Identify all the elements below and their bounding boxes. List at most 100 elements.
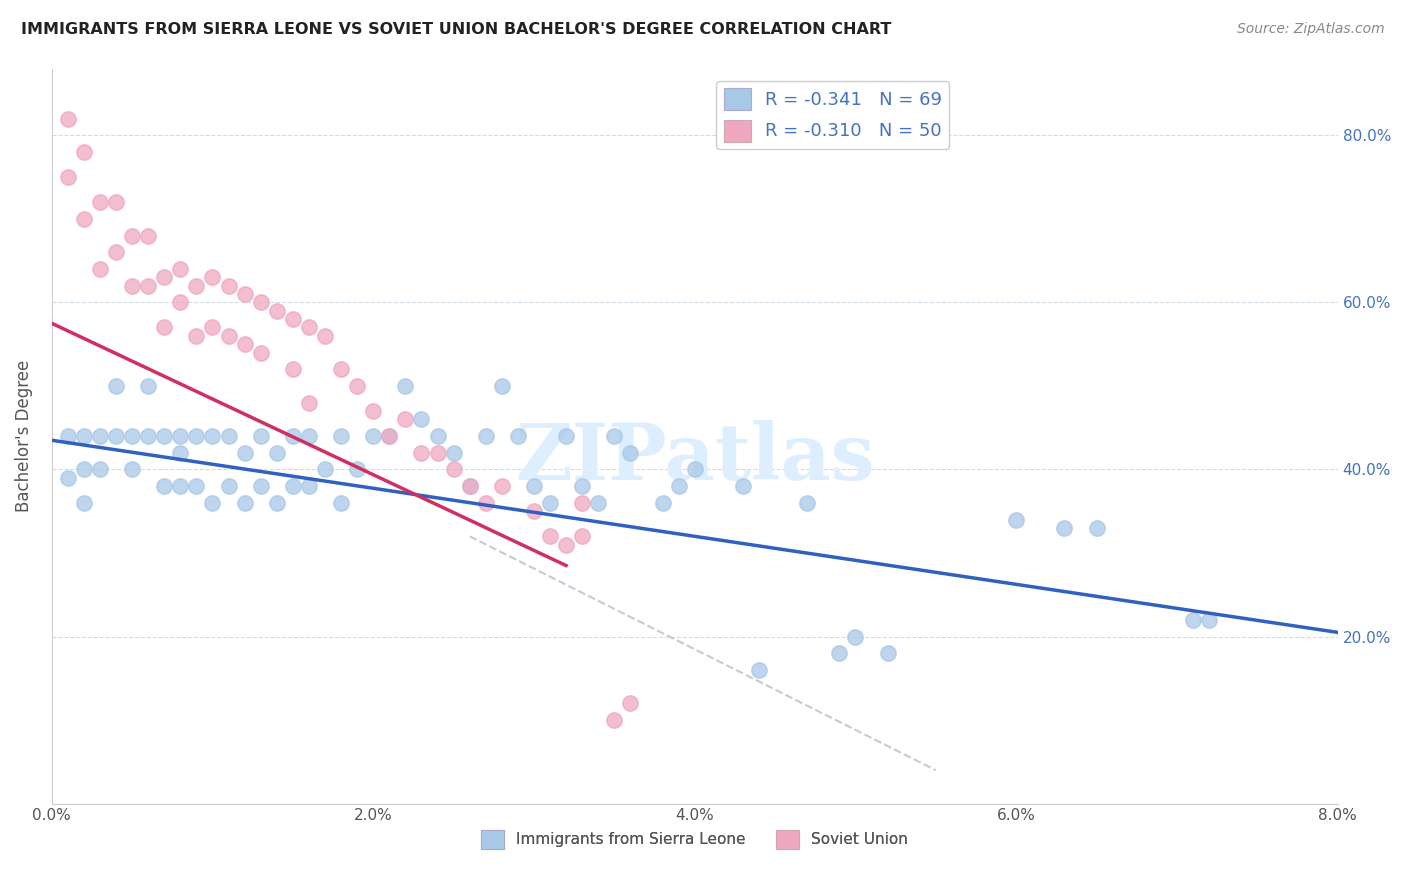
Point bbox=[796, 496, 818, 510]
Point bbox=[538, 496, 561, 510]
Point bbox=[153, 429, 176, 443]
Point bbox=[538, 529, 561, 543]
Point bbox=[330, 429, 353, 443]
Point bbox=[121, 278, 143, 293]
Point bbox=[506, 429, 529, 443]
Point bbox=[731, 479, 754, 493]
Point bbox=[201, 320, 224, 334]
Point bbox=[411, 412, 433, 426]
Point bbox=[89, 195, 111, 210]
Point bbox=[218, 328, 240, 343]
Point bbox=[1053, 521, 1076, 535]
Point bbox=[105, 379, 128, 393]
Point bbox=[603, 429, 626, 443]
Point bbox=[201, 496, 224, 510]
Point bbox=[298, 429, 321, 443]
Point bbox=[426, 429, 449, 443]
Text: ZIPatlas: ZIPatlas bbox=[515, 420, 875, 496]
Point bbox=[56, 170, 79, 185]
Point bbox=[281, 362, 304, 376]
Point bbox=[121, 228, 143, 243]
Point bbox=[233, 446, 256, 460]
Point bbox=[218, 479, 240, 493]
Point bbox=[523, 504, 546, 518]
Point bbox=[186, 479, 208, 493]
Point bbox=[169, 479, 191, 493]
Point bbox=[136, 278, 159, 293]
Point bbox=[186, 429, 208, 443]
Point bbox=[314, 328, 336, 343]
Point bbox=[619, 697, 641, 711]
Point bbox=[73, 145, 96, 159]
Point bbox=[1198, 613, 1220, 627]
Point bbox=[1085, 521, 1108, 535]
Point bbox=[346, 462, 368, 476]
Point bbox=[1005, 513, 1028, 527]
Point bbox=[233, 287, 256, 301]
Point bbox=[249, 479, 271, 493]
Point bbox=[201, 270, 224, 285]
Point bbox=[136, 228, 159, 243]
Point bbox=[443, 446, 465, 460]
Point bbox=[394, 412, 416, 426]
Legend: Immigrants from Sierra Leone, Soviet Union: Immigrants from Sierra Leone, Soviet Uni… bbox=[475, 824, 914, 855]
Point bbox=[281, 312, 304, 326]
Point bbox=[233, 496, 256, 510]
Point bbox=[491, 479, 513, 493]
Point bbox=[844, 630, 866, 644]
Point bbox=[571, 479, 593, 493]
Point bbox=[169, 295, 191, 310]
Point bbox=[218, 278, 240, 293]
Point bbox=[683, 462, 706, 476]
Point bbox=[474, 429, 496, 443]
Point bbox=[668, 479, 690, 493]
Point bbox=[491, 379, 513, 393]
Point bbox=[249, 345, 271, 359]
Point bbox=[426, 446, 449, 460]
Point bbox=[153, 479, 176, 493]
Point bbox=[186, 278, 208, 293]
Point bbox=[361, 404, 384, 418]
Point bbox=[201, 429, 224, 443]
Point bbox=[169, 446, 191, 460]
Point bbox=[603, 713, 626, 727]
Text: Source: ZipAtlas.com: Source: ZipAtlas.com bbox=[1237, 22, 1385, 37]
Point bbox=[121, 429, 143, 443]
Point bbox=[474, 496, 496, 510]
Point bbox=[249, 429, 271, 443]
Point bbox=[266, 446, 288, 460]
Point bbox=[314, 462, 336, 476]
Point bbox=[73, 211, 96, 226]
Point bbox=[233, 337, 256, 351]
Point bbox=[105, 429, 128, 443]
Point bbox=[298, 320, 321, 334]
Point bbox=[571, 529, 593, 543]
Point bbox=[73, 496, 96, 510]
Point bbox=[89, 262, 111, 277]
Point bbox=[330, 496, 353, 510]
Point bbox=[1181, 613, 1204, 627]
Point bbox=[89, 429, 111, 443]
Point bbox=[56, 429, 79, 443]
Point bbox=[105, 245, 128, 260]
Point bbox=[56, 471, 79, 485]
Point bbox=[73, 462, 96, 476]
Point bbox=[169, 429, 191, 443]
Point bbox=[651, 496, 673, 510]
Point bbox=[555, 538, 578, 552]
Point bbox=[73, 429, 96, 443]
Point bbox=[748, 663, 770, 677]
Point bbox=[89, 462, 111, 476]
Point bbox=[330, 362, 353, 376]
Point bbox=[828, 646, 851, 660]
Point bbox=[619, 446, 641, 460]
Point bbox=[281, 429, 304, 443]
Point bbox=[394, 379, 416, 393]
Point bbox=[281, 479, 304, 493]
Point bbox=[266, 496, 288, 510]
Point bbox=[266, 303, 288, 318]
Point bbox=[523, 479, 546, 493]
Point bbox=[153, 270, 176, 285]
Point bbox=[136, 429, 159, 443]
Point bbox=[56, 112, 79, 126]
